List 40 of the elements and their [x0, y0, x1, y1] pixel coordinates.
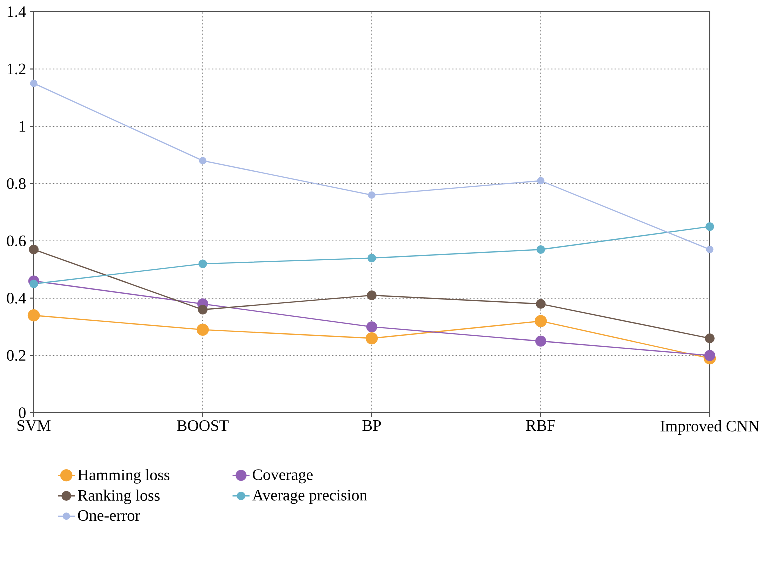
- y-tick-label: 0.4: [7, 293, 26, 304]
- point: [704, 350, 716, 362]
- x-tick-label: SVM: [18, 420, 51, 432]
- point: [30, 80, 38, 88]
- point: [198, 305, 208, 315]
- point: [534, 315, 548, 328]
- point: [706, 246, 714, 254]
- point: [367, 290, 377, 300]
- point: [536, 245, 546, 254]
- y-tick-label: 1.4: [8, 6, 26, 18]
- legend-label: One-error: [78, 510, 140, 522]
- point: [366, 332, 378, 345]
- point: [28, 310, 40, 322]
- y-tick-label: 1: [20, 121, 26, 132]
- point: [536, 336, 546, 347]
- point: [537, 177, 545, 185]
- point: [706, 222, 714, 232]
- legend-label: Ranking loss: [78, 490, 160, 504]
- x-tick-label: BOOST: [177, 420, 229, 432]
- x-tick-label: BP: [362, 420, 382, 432]
- point: [368, 254, 376, 263]
- point: [368, 192, 376, 199]
- point: [705, 334, 715, 344]
- legend-label: Average precision: [252, 490, 368, 504]
- point: [196, 324, 210, 336]
- point: [199, 157, 207, 165]
- x-tick-label: Improved CNN: [660, 420, 760, 435]
- y-tick-label: 0.8: [7, 178, 26, 190]
- legend-label: Coverage: [253, 470, 313, 484]
- point: [198, 260, 208, 268]
- y-tick-label: 1.2: [8, 64, 26, 75]
- x-tick-label: RBF: [526, 420, 556, 432]
- legend-label: Hamming loss: [78, 469, 170, 484]
- point: [29, 244, 39, 255]
- point: [366, 322, 378, 333]
- point: [30, 280, 38, 288]
- point: [536, 299, 546, 310]
- y-tick-label: 0: [19, 408, 26, 418]
- y-tick-label: 0.6: [7, 236, 26, 247]
- y-tick-label: 0.2: [7, 350, 26, 362]
